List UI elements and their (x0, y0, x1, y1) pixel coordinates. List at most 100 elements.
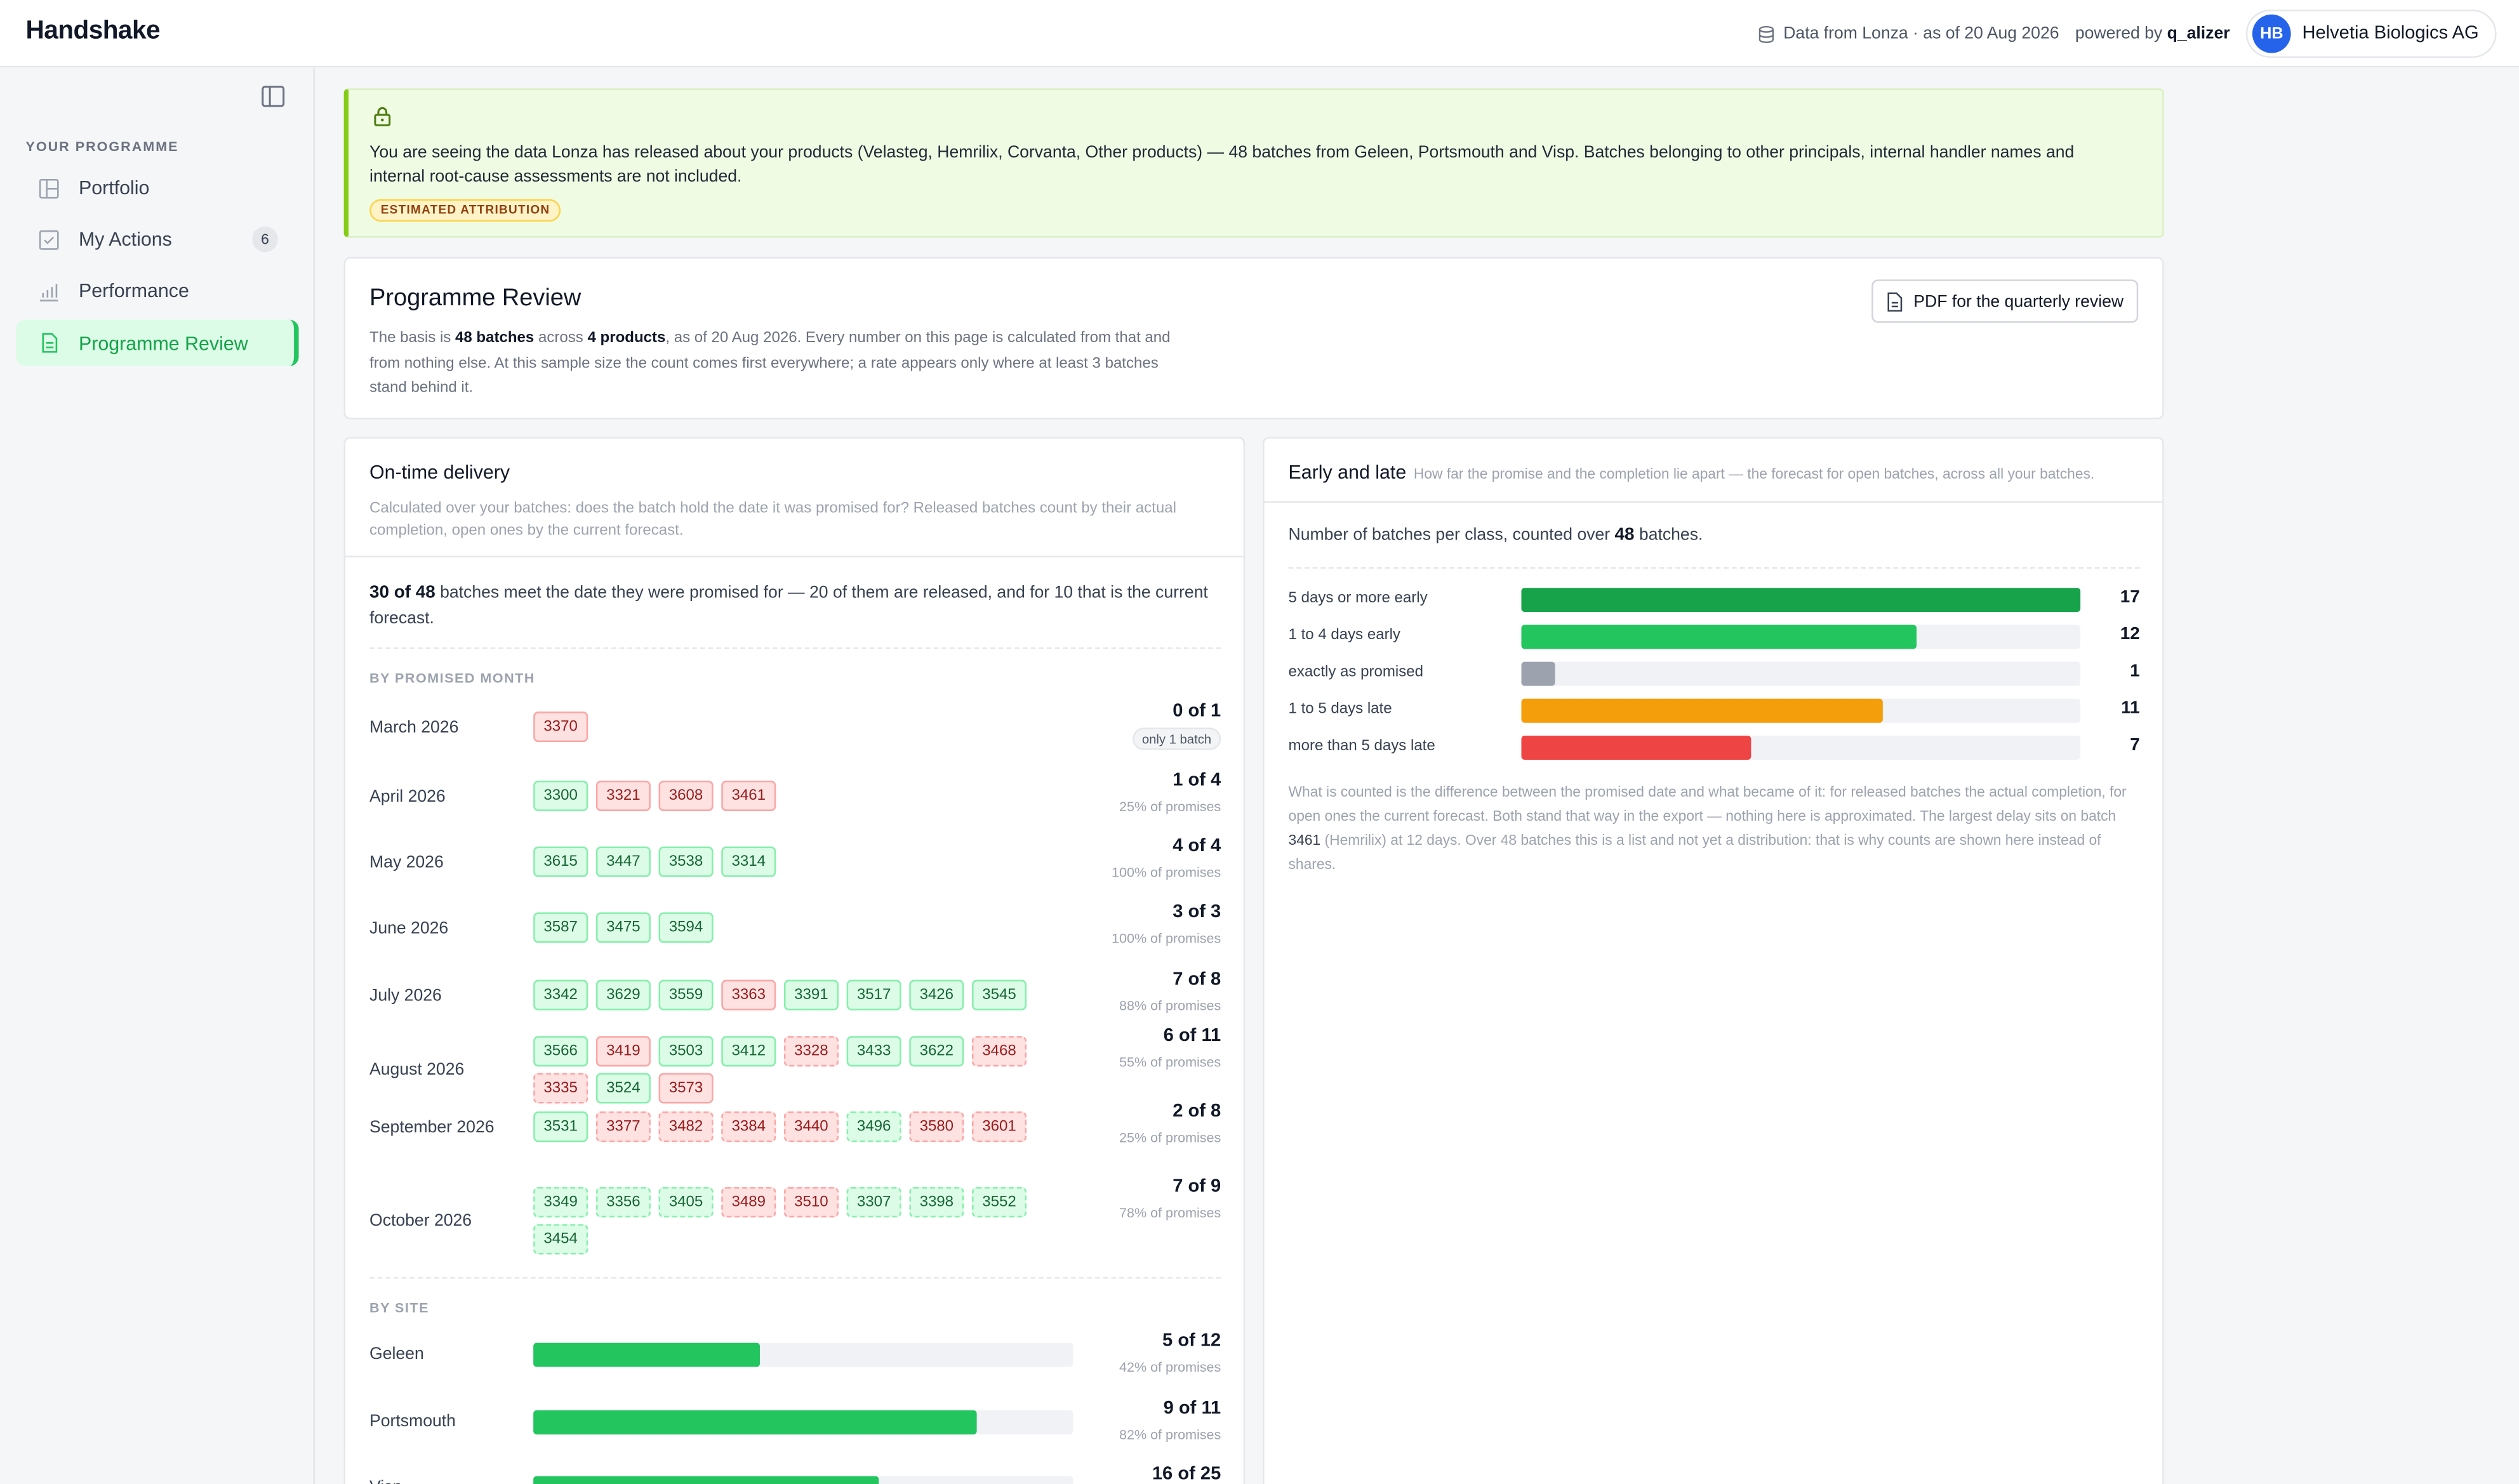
batch-chips: 3300 3321 3608 3461 (533, 780, 1047, 811)
batch-chip[interactable]: 3538 (658, 846, 714, 877)
month-count: 4 of 4 100% of promises (1112, 837, 1221, 880)
batch-chips: 3531 3377 3482 3384 3440 3496 3580 3601 (533, 1111, 1047, 1143)
batch-chip[interactable]: 3587 (533, 912, 588, 943)
batch-chip[interactable]: 3440 (783, 1111, 839, 1143)
batch-chip[interactable]: 3531 (533, 1111, 588, 1143)
data-source-text: Data from Lonza · as of 20 Aug 2026 (1783, 23, 2059, 44)
batch-chips: 3342 3629 3559 3363 3391 3517 3426 3545 (533, 979, 1047, 1010)
month-count: 3 of 3 100% of promises (1112, 903, 1221, 946)
bar-value: 11 (2121, 698, 2140, 719)
batch-chip[interactable]: 3356 (595, 1187, 651, 1218)
batch-chip[interactable]: 3391 (783, 979, 839, 1010)
site-label: Visp (369, 1478, 402, 1484)
sidebar-item-portfolio[interactable]: Portfolio (16, 166, 298, 211)
batch-chip[interactable]: 3629 (595, 979, 651, 1010)
batch-chip[interactable]: 3524 (595, 1073, 651, 1104)
batch-chip[interactable]: 3573 (658, 1073, 714, 1104)
chart-icon (40, 283, 58, 301)
site-rate-fill (533, 1476, 879, 1484)
batch-chip[interactable]: 3377 (595, 1111, 651, 1143)
avatar: HB (2252, 14, 2291, 53)
month-count: 2 of 8 25% of promises (1119, 1102, 1221, 1145)
batch-chip[interactable]: 3559 (658, 979, 714, 1010)
batch-chip[interactable]: 3300 (533, 780, 588, 811)
sidebar-item-programme-review[interactable]: Programme Review (16, 319, 299, 366)
count-value: 9 of 11 (1163, 1399, 1221, 1419)
batch-chip[interactable]: 3447 (595, 846, 651, 877)
brand-logo[interactable]: Handshake (25, 17, 160, 45)
batch-chip[interactable]: 3622 (909, 1036, 964, 1067)
batch-chip[interactable]: 3615 (533, 846, 588, 877)
powered-by: powered by q_alizer (2075, 24, 2230, 43)
note-part: (Hemrilix) at 12 days. Over 48 batches t… (1288, 831, 2101, 873)
batch-chip[interactable]: 3517 (846, 979, 901, 1010)
batch-chip[interactable]: 3426 (909, 979, 964, 1010)
batch-chip[interactable]: 3342 (533, 979, 588, 1010)
bar-value: 7 (2130, 736, 2140, 755)
batch-chip[interactable]: 3503 (658, 1036, 714, 1067)
batch-chip[interactable]: 3461 (721, 780, 776, 811)
batch-chip[interactable]: 3433 (846, 1036, 901, 1067)
batch-chip[interactable]: 3328 (783, 1036, 839, 1067)
batch-chip[interactable]: 3370 (533, 712, 588, 743)
batch-chip[interactable]: 3552 (972, 1187, 1027, 1218)
divider (369, 647, 1221, 649)
sidebar-nav: Portfolio My Actions 6 Performance Progr… (16, 166, 299, 373)
batch-chip[interactable]: 3580 (909, 1111, 964, 1143)
batch-chip[interactable]: 3349 (533, 1187, 588, 1218)
page-title: Programme Review (369, 284, 582, 312)
batch-chip[interactable]: 3482 (658, 1111, 714, 1143)
top-bar: Handshake Data from Lonza · as of 20 Aug… (0, 0, 2519, 68)
batch-chip[interactable]: 3384 (721, 1111, 776, 1143)
batch-chip[interactable]: 3475 (595, 912, 651, 943)
sidebar-item-my-actions[interactable]: My Actions 6 (16, 217, 298, 262)
card-title: On-time delivery (369, 461, 510, 484)
bar-value: 12 (2120, 625, 2140, 644)
sidebar: YOUR PROGRAMME Portfolio My Actions 6 Pe… (0, 67, 315, 1484)
batch-chip[interactable]: 3608 (658, 780, 714, 811)
product-count: 4 products (587, 329, 666, 347)
org-switcher[interactable]: HB Helvetia Biologics AG (2245, 10, 2497, 58)
batch-chip[interactable]: 3468 (972, 1036, 1027, 1067)
bar-track (1521, 736, 2081, 760)
document-icon (42, 333, 58, 353)
batch-chip[interactable]: 3363 (721, 979, 776, 1010)
divider (369, 1276, 1221, 1279)
batch-chip[interactable]: 3321 (595, 780, 651, 811)
batch-chips: 3566 3419 3503 3412 3328 3433 3622 3468 3335 3524… (533, 1036, 1047, 1104)
batch-chip[interactable]: 3419 (595, 1036, 651, 1067)
batch-chip[interactable]: 3566 (533, 1036, 588, 1067)
bar-label: 5 days or more early (1288, 589, 1428, 607)
bar-track (1521, 661, 2081, 686)
lock-icon (374, 107, 391, 126)
bar-row: 5 days or more early 17 (1289, 588, 2140, 613)
site-count: 16 of 2564% of promises (1119, 1465, 1221, 1484)
batch-chip[interactable]: 3314 (721, 846, 776, 877)
check-square-icon (39, 229, 59, 249)
programme-review-card: Programme Review The basis is 48 batches… (343, 256, 2164, 420)
month-count: 0 of 1 only 1 batch (1132, 702, 1221, 752)
month-label: May 2026 (369, 852, 444, 871)
sidebar-item-performance[interactable]: Performance (16, 268, 298, 314)
bar-value: 17 (2120, 588, 2140, 607)
batch-chip[interactable]: 3594 (658, 912, 714, 943)
desc-part: , as of 20 Aug 2026. Every number on thi… (369, 329, 1171, 397)
by-site-label: BY SITE (369, 1299, 429, 1316)
sidebar-toggle-icon[interactable] (260, 84, 286, 109)
batch-chip[interactable]: 3510 (783, 1187, 839, 1218)
batch-chip[interactable]: 3545 (972, 979, 1027, 1010)
batch-chip[interactable]: 3405 (658, 1187, 714, 1218)
batch-chip[interactable]: 3454 (533, 1224, 588, 1255)
batch-chip[interactable]: 3601 (972, 1111, 1027, 1143)
batch-chip[interactable]: 3335 (533, 1073, 588, 1104)
batch-chip[interactable]: 3398 (909, 1187, 964, 1218)
card-subtitle: Calculated over your batches: does the b… (369, 500, 1176, 540)
batch-chip[interactable]: 3307 (846, 1187, 901, 1218)
batch-chip[interactable]: 3496 (846, 1111, 901, 1143)
batch-chip[interactable]: 3489 (721, 1187, 776, 1218)
pdf-export-button[interactable]: PDF for the quarterly review (1871, 279, 2139, 323)
count-value: 7 of 9 (1173, 1177, 1221, 1197)
batch-chip[interactable]: 3412 (721, 1036, 776, 1067)
count-value: 6 of 11 (1163, 1026, 1221, 1046)
estimated-attribution-badge: ESTIMATED ATTRIBUTION (369, 199, 562, 222)
